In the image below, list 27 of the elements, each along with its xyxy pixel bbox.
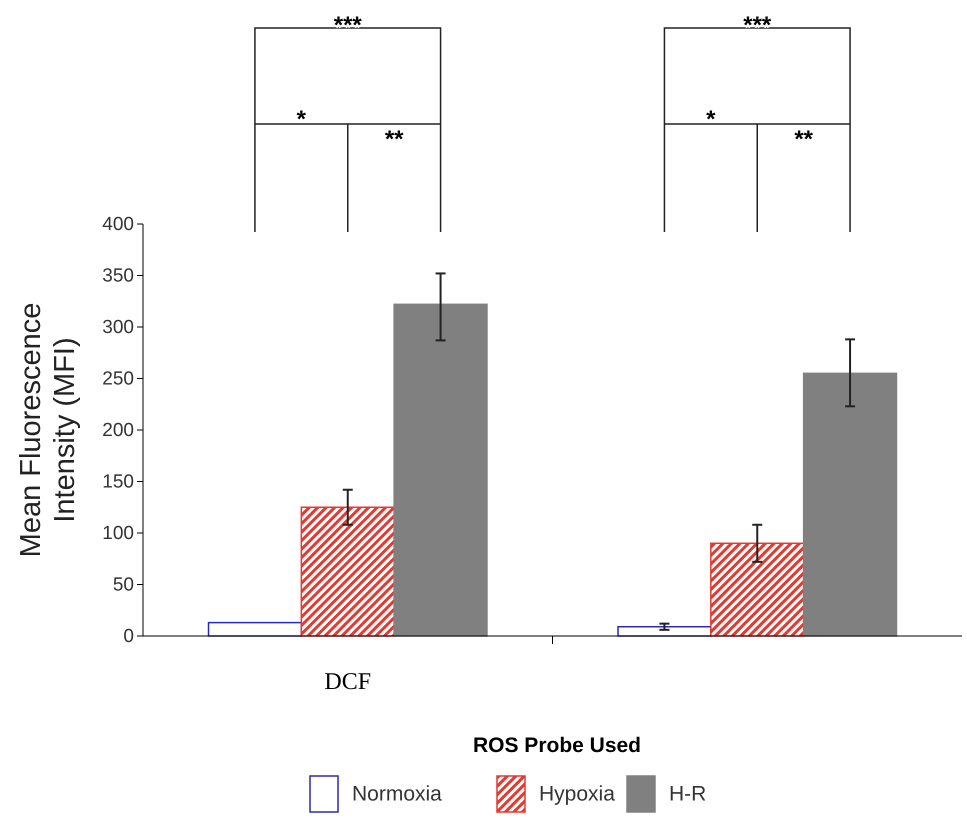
y-tick-label: 150 [102,472,134,493]
y-tick-label: 350 [102,266,134,287]
y-axis-title: Mean Fluorescence Intensity (MFI) [15,302,81,558]
legend-title: ROS Probe Used [472,734,642,757]
text: ** [794,126,814,153]
bar [710,542,804,637]
bar [393,304,488,637]
legend-label: Normoxia [352,782,442,806]
y-tick-label: 300 [102,317,134,338]
y-tick-label: 250 [102,368,134,390]
y-tick-label: 200 [102,420,134,442]
bar [208,622,302,637]
text: * [296,106,307,133]
bar [300,506,395,637]
text: * [706,106,716,133]
x-tick-label: DCF [324,669,372,696]
y-tick-label: 0 [123,626,134,648]
y-tick-label: 400 [102,214,134,236]
legend-label: H-R [669,782,706,806]
bar [617,626,712,637]
legend-label: Hypoxia [539,782,616,806]
y-tick-label: 50 [112,574,134,596]
text: *** [743,12,772,39]
text: ** [384,126,404,153]
y-tick-label: 100 [102,523,134,544]
text: *** [334,12,362,39]
bar [802,372,898,637]
